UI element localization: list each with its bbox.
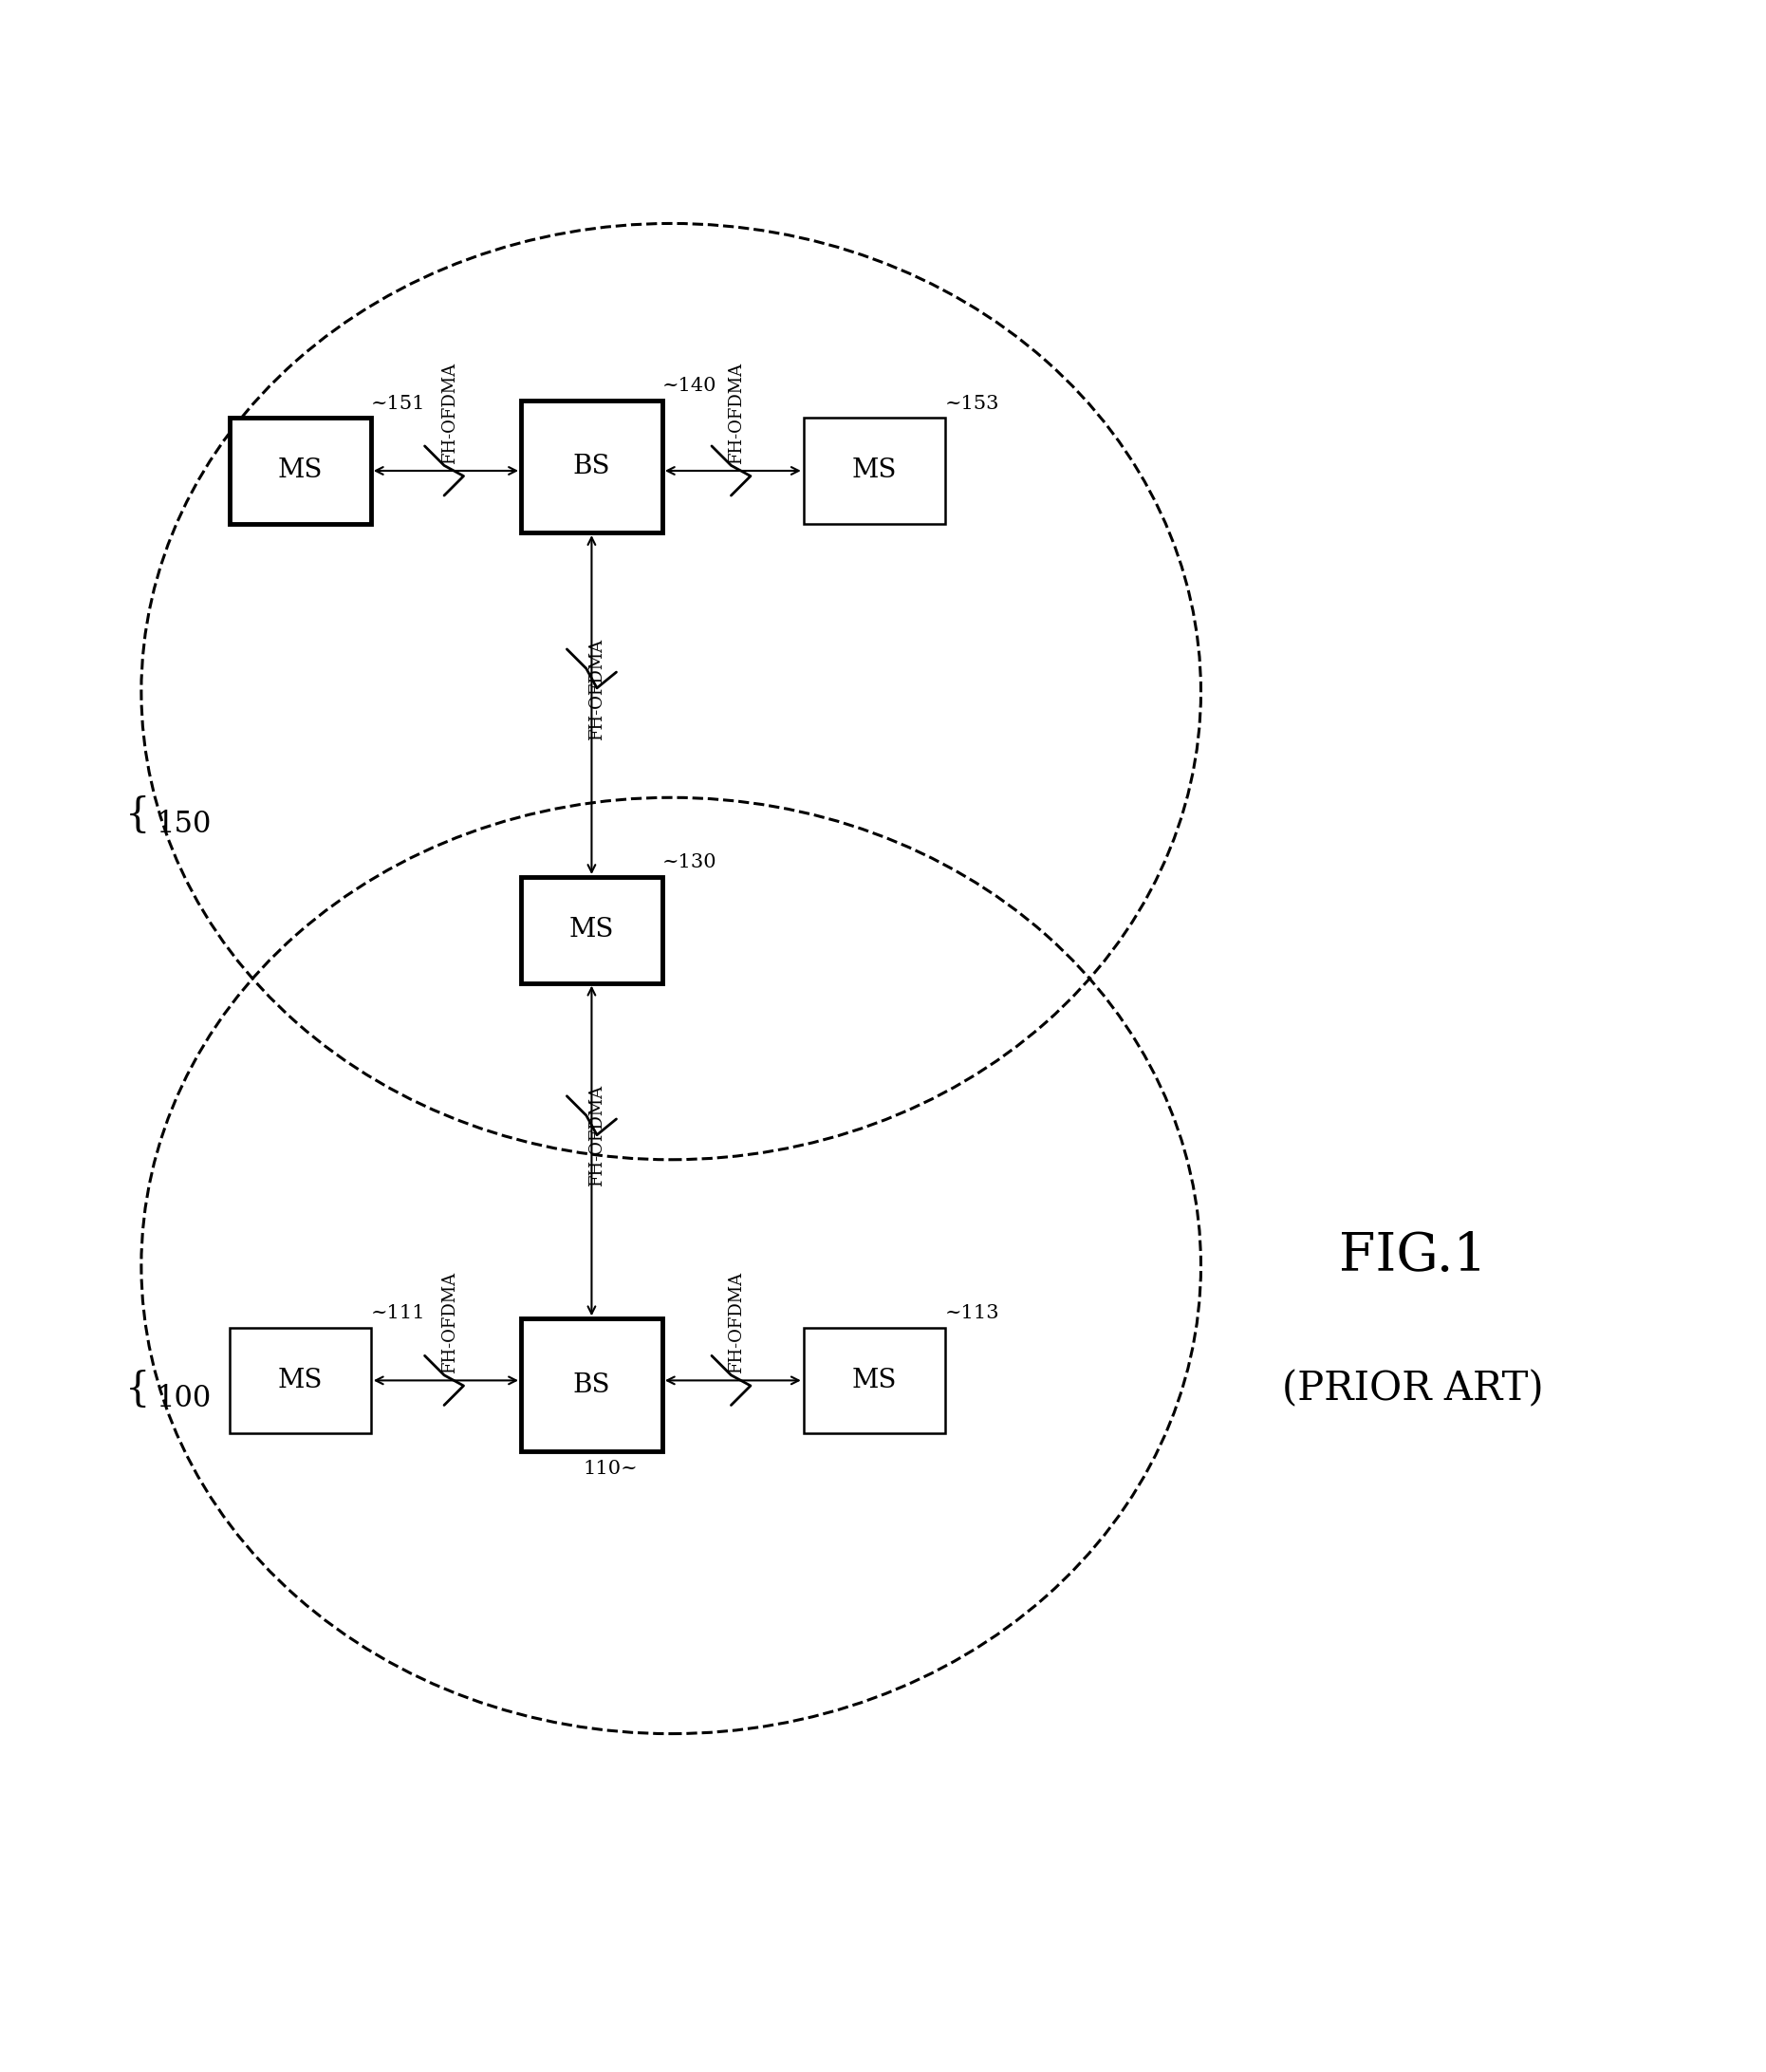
Text: ~113: ~113 [945,1303,1000,1322]
Text: FH-OFDMA: FH-OFDMA [728,1272,745,1374]
Text: ~140: ~140 [662,377,717,396]
Bar [230,419,371,524]
Text: MS: MS [569,918,615,943]
Text: {: { [125,1370,150,1409]
Bar [521,1318,662,1450]
Bar [230,1328,371,1434]
Text: FH-OFDMA: FH-OFDMA [588,1084,606,1185]
Text: FIG.1: FIG.1 [1339,1231,1487,1283]
Text: 110~: 110~ [583,1461,638,1477]
Text: FH-OFDMA: FH-OFDMA [728,363,745,464]
Text: MS: MS [277,1368,323,1392]
Text: FH-OFDMA: FH-OFDMA [442,1272,459,1374]
Text: ~130: ~130 [662,854,717,872]
Text: BS: BS [572,1372,611,1399]
Text: (PRIOR ART): (PRIOR ART) [1282,1370,1543,1409]
Text: FH-OFDMA: FH-OFDMA [442,363,459,464]
Bar [804,419,945,524]
Text: MS: MS [851,458,897,483]
Text: MS: MS [277,458,323,483]
Text: 150: 150 [155,810,210,839]
Bar [521,876,662,982]
Text: ~151: ~151 [371,394,426,412]
Text: ~153: ~153 [945,394,1000,412]
Text: BS: BS [572,454,611,479]
Bar [804,1328,945,1434]
Bar [521,400,662,533]
Text: FH-OFDMA: FH-OFDMA [588,638,606,740]
Text: ~111: ~111 [371,1303,426,1322]
Text: 100: 100 [155,1384,210,1413]
Text: {: { [125,796,150,835]
Text: MS: MS [851,1368,897,1392]
